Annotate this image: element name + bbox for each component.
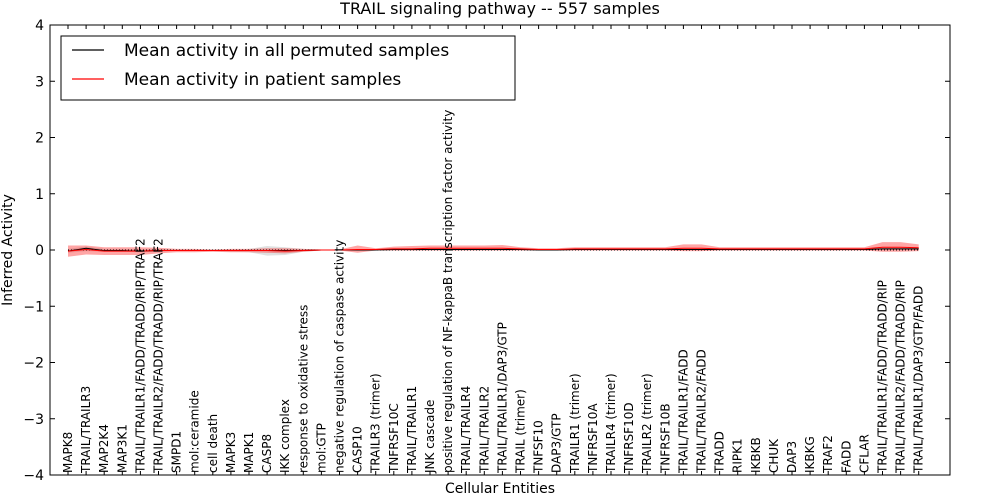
x-tick-label: TNFRSF10B (658, 403, 672, 474)
y-tick-label: −4 (23, 468, 44, 484)
x-tick-label: IKK complex (278, 399, 292, 473)
x-tick-label: TRAIL/TRAILR2/FADD (695, 349, 709, 474)
x-tick-label: IKBKB (749, 437, 763, 473)
x-tick-label: TRAIL/TRAILR1/FADD (676, 349, 690, 474)
x-tick-label: TRAILR2 (trimer) (640, 373, 654, 474)
legend-box (60, 35, 516, 101)
x-tick-label: TRAIL/TRAILR2/FADD/TRADD/RIP (894, 280, 908, 474)
y-tick-label: 2 (35, 131, 44, 147)
y-tick-label: 3 (35, 74, 44, 90)
x-tick-label: DAP3 (785, 441, 799, 473)
x-tick-label: cell death (206, 414, 220, 473)
lines-layer (67, 246, 919, 252)
x-tick-label: TRADD (713, 431, 727, 474)
y-tick-label: −3 (23, 412, 44, 428)
y-tick-label: 1 (35, 187, 44, 203)
x-tick-label: TNFRSF10A (586, 403, 600, 474)
x-tick-label: TRAIL/TRAILR1/FADD/TRADD/RIP (876, 280, 890, 474)
x-tick-label: TRAILR4 (trimer) (604, 373, 618, 474)
x-tick-label: CASP10 (351, 426, 365, 473)
y-tick-label: 0 (35, 243, 44, 259)
x-tick-label: CHUK (767, 438, 781, 473)
x-tick-label: FADD (839, 441, 853, 474)
y-tick-label: −2 (23, 356, 44, 372)
legend: Mean activity in all permuted samples Me… (60, 35, 516, 101)
series-band-0 (68, 246, 919, 256)
x-tick-label: TRAILR1 (trimer) (568, 373, 582, 474)
x-tick-label: MAP3K1 (115, 424, 129, 473)
x-tick-label: TNFSF10 (532, 420, 546, 474)
x-tick-label: CFLAR (857, 434, 871, 473)
x-tick-label: response to oxidative stress (296, 305, 310, 473)
x-tick-label: MAP2K4 (97, 424, 111, 473)
x-tick-label: TRAIL/TRAILR2/FADD/TRADD/RIP/TRAF2 (152, 238, 166, 474)
x-tick-label: MAPK3 (224, 432, 238, 473)
x-tick-label: MAPK1 (242, 432, 256, 473)
y-axis-title: Inferred Activity (0, 194, 16, 306)
y-tick-label: −1 (23, 299, 44, 315)
x-tick-label: TRAIL/TRAILR1/DAP3/GTP (495, 322, 509, 474)
category-labels: MAPK8 TRAIL/TRAILR3 MAP2K4 MAP3K1 TRAIL/TRAI… (61, 110, 926, 474)
x-tick-label: SMPD1 (170, 431, 184, 473)
x-tick-label: TNFRSF10D (622, 402, 636, 474)
x-tick-label: positive regulation of NF-kappaB transcr… (441, 110, 455, 473)
x-tick-label: CASP8 (260, 434, 274, 473)
x-tick-label: JNK cascade (423, 400, 437, 474)
legend-label-patient: Mean activity in patient samples (124, 70, 401, 90)
x-axis-title: Cellular Entities (445, 481, 555, 497)
x-tick-label: TRAIL (trimer) (514, 389, 528, 474)
legend-label-permuted: Mean activity in all permuted samples (124, 41, 449, 61)
axes-layer: 4 3 2 1 0 −1 −2 −3 −4 (23, 18, 951, 484)
x-tick-label: mol:GTP (314, 423, 328, 473)
x-tick-label: IKBKG (803, 436, 817, 473)
series-line-1 (67, 246, 919, 252)
x-tick-label: TNFRSF10C (387, 403, 401, 474)
y-tick-label: 4 (35, 18, 44, 34)
x-tick-label: TRAIL/TRAILR4 (459, 386, 473, 474)
x-tick-label: TRAIL/TRAILR1/FADD/TRADD/RIP/TRAF2 (133, 238, 147, 474)
x-tick-label: TRAIL/TRAILR3 (79, 386, 93, 474)
x-tick-label: DAP3/GTP (550, 413, 564, 473)
chart-title: TRAIL signaling pathway -- 557 samples (339, 0, 660, 18)
x-tick-label: RIPK1 (731, 438, 745, 473)
x-tick-label: mol:ceramide (188, 390, 202, 473)
x-tick-label: TRAIL/TRAILR2 (477, 386, 491, 474)
x-tick-label: TRAIL/TRAILR1 (405, 386, 419, 474)
x-tick-label: TRAF2 (821, 435, 835, 474)
x-tick-label: TRAILR3 (trimer) (369, 373, 383, 474)
x-tick-label: negative regulation of caspase activity (333, 240, 347, 473)
x-tick-label: MAPK8 (61, 432, 75, 473)
x-tick-label: TRAIL/TRAILR1/DAP3/GTP/FADD (912, 286, 926, 474)
